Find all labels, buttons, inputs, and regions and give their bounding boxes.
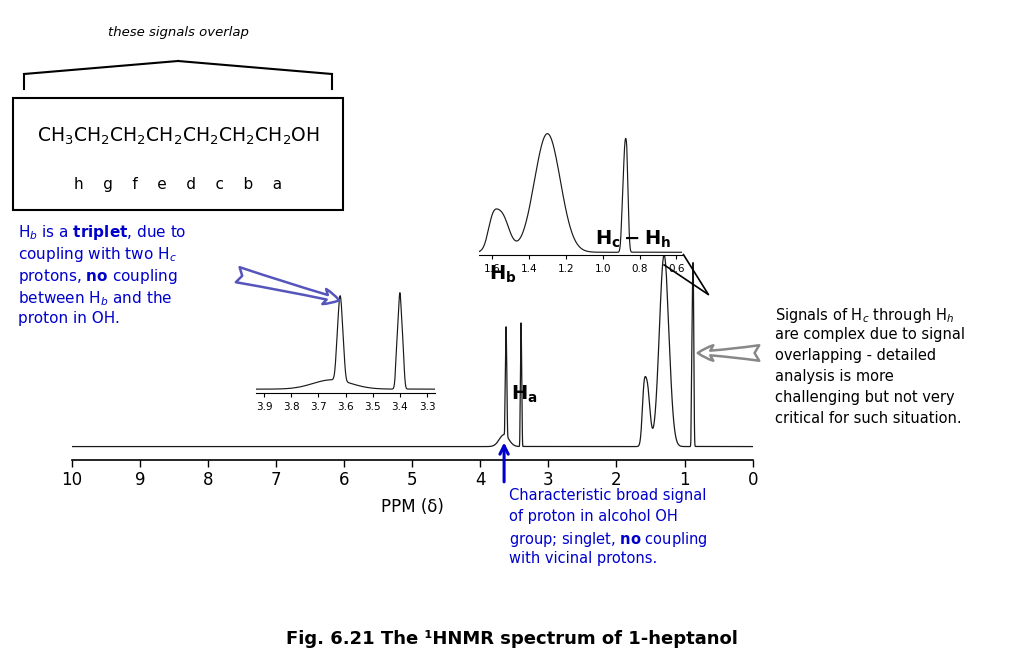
Text: with vicinal protons.: with vicinal protons. <box>509 551 657 566</box>
Text: are complex due to signal: are complex due to signal <box>775 327 965 342</box>
FancyBboxPatch shape <box>13 98 343 210</box>
Text: h    g    f    e    d    c    b    a: h g f e d c b a <box>74 176 282 191</box>
Text: overlapping - detailed: overlapping - detailed <box>775 348 936 363</box>
Text: CH$_3$CH$_2$CH$_2$CH$_2$CH$_2$CH$_2$CH$_2$OH: CH$_3$CH$_2$CH$_2$CH$_2$CH$_2$CH$_2$CH$_… <box>37 125 319 147</box>
Text: Signals of H$_c$ through H$_h$: Signals of H$_c$ through H$_h$ <box>775 306 954 325</box>
Text: coupling with two H$_c$: coupling with two H$_c$ <box>18 245 177 264</box>
Text: Fig. 6.21 The ¹HNMR spectrum of 1-heptanol: Fig. 6.21 The ¹HNMR spectrum of 1-heptan… <box>286 630 738 648</box>
X-axis label: PPM (δ): PPM (δ) <box>381 498 443 516</box>
Text: Characteristic broad signal: Characteristic broad signal <box>509 488 707 503</box>
Text: H$_b$ is a $\bf{triplet}$, due to: H$_b$ is a $\bf{triplet}$, due to <box>18 223 186 242</box>
Text: between H$_b$ and the: between H$_b$ and the <box>18 289 172 308</box>
Text: of proton in alcohol OH: of proton in alcohol OH <box>509 509 678 523</box>
Text: analysis is more: analysis is more <box>775 369 894 384</box>
Text: $\mathbf{H_c - H_h}$: $\mathbf{H_c - H_h}$ <box>595 228 672 250</box>
Text: protons, $\bf{no}$ coupling: protons, $\bf{no}$ coupling <box>18 267 177 286</box>
Text: proton in OH.: proton in OH. <box>18 311 120 326</box>
Text: critical for such situation.: critical for such situation. <box>775 411 962 426</box>
Text: these signals overlap: these signals overlap <box>108 26 249 39</box>
Text: challenging but not very: challenging but not very <box>775 390 954 405</box>
Text: $\mathbf{H_b}$: $\mathbf{H_b}$ <box>489 263 517 285</box>
Text: group; singlet, $\bf{no}$ coupling: group; singlet, $\bf{no}$ coupling <box>509 529 708 549</box>
Text: $\mathbf{H_a}$: $\mathbf{H_a}$ <box>511 383 538 405</box>
